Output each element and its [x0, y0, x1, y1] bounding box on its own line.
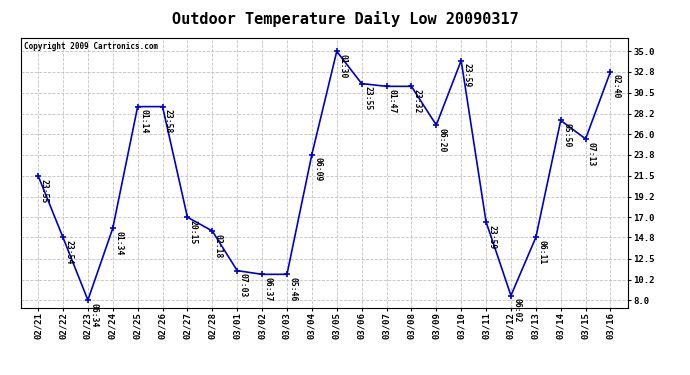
- Text: 07:03: 07:03: [239, 273, 248, 298]
- Text: 01:30: 01:30: [338, 54, 347, 78]
- Text: 07:13: 07:13: [587, 142, 596, 166]
- Text: 01:14: 01:14: [139, 110, 148, 134]
- Text: 02:18: 02:18: [214, 234, 223, 258]
- Text: 23:59: 23:59: [487, 225, 496, 249]
- Text: Copyright 2009 Cartronics.com: Copyright 2009 Cartronics.com: [23, 42, 158, 51]
- Text: 06:20: 06:20: [437, 128, 446, 152]
- Text: 06:11: 06:11: [538, 240, 546, 265]
- Text: 23:32: 23:32: [413, 89, 422, 114]
- Text: 23:54: 23:54: [64, 240, 73, 265]
- Text: 20:15: 20:15: [189, 220, 198, 245]
- Text: 01:47: 01:47: [388, 89, 397, 114]
- Text: 23:55: 23:55: [363, 86, 372, 111]
- Text: 02:40: 02:40: [612, 74, 621, 99]
- Text: 06:37: 06:37: [264, 277, 273, 302]
- Text: 06:34: 06:34: [89, 303, 98, 327]
- Text: 06:02: 06:02: [513, 298, 522, 322]
- Text: 05:46: 05:46: [288, 277, 297, 302]
- Text: 23:59: 23:59: [462, 63, 471, 88]
- Text: 06:09: 06:09: [313, 157, 322, 182]
- Text: 23:58: 23:58: [164, 110, 173, 134]
- Text: 05:50: 05:50: [562, 123, 571, 148]
- Text: 23:55: 23:55: [39, 178, 48, 203]
- Text: 01:34: 01:34: [114, 231, 123, 255]
- Text: Outdoor Temperature Daily Low 20090317: Outdoor Temperature Daily Low 20090317: [172, 11, 518, 27]
